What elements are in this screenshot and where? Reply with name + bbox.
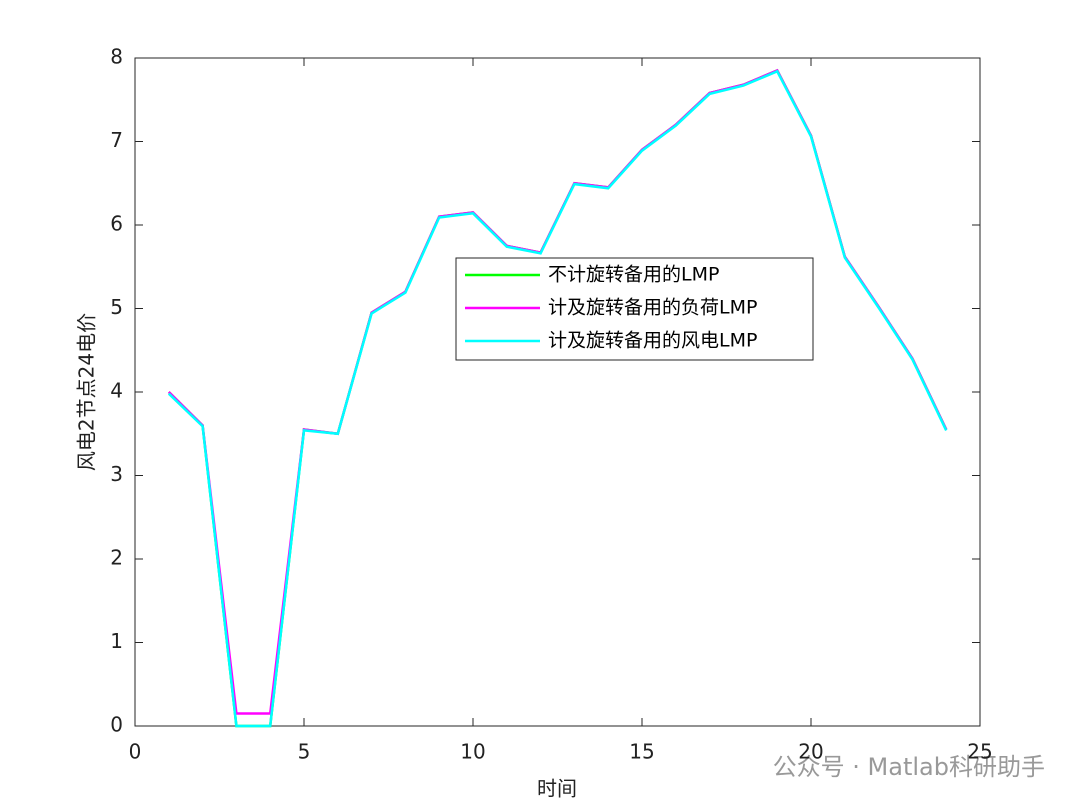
y-tick-label: 0: [110, 713, 123, 737]
x-tick-label: 20: [798, 740, 823, 764]
x-tick-label: 15: [629, 740, 654, 764]
y-tick-label: 1: [110, 629, 123, 653]
legend-label: 不计旋转备用的LMP: [548, 264, 719, 286]
x-tick-label: 25: [967, 740, 992, 764]
plot-area: [134, 57, 981, 727]
y-tick-label: 8: [110, 45, 123, 69]
y-tick-label: 6: [110, 212, 123, 236]
watermark: 公众号 · Matlab科研助手: [773, 753, 1045, 781]
legend-label: 计及旋转备用的负荷LMP: [548, 297, 757, 319]
x-axis-label: 时间: [537, 777, 577, 801]
x-tick-label: 5: [298, 740, 311, 764]
legend-label: 计及旋转备用的风电LMP: [548, 330, 757, 352]
y-tick-label: 7: [110, 128, 123, 152]
x-tick-label: 10: [460, 740, 485, 764]
legend: 不计旋转备用的LMP 计及旋转备用的负荷LMP 计及旋转备用的风电LMP: [455, 257, 814, 361]
y-axis-label: 风电2节点24电价: [75, 313, 99, 471]
y-tick-label: 2: [110, 546, 123, 570]
y-tick-label: 4: [110, 379, 123, 403]
y-tick-label: 5: [110, 295, 123, 319]
line-series: [167, 69, 948, 728]
x-tick-label: 0: [129, 740, 142, 764]
y-tick-label: 3: [110, 462, 123, 486]
